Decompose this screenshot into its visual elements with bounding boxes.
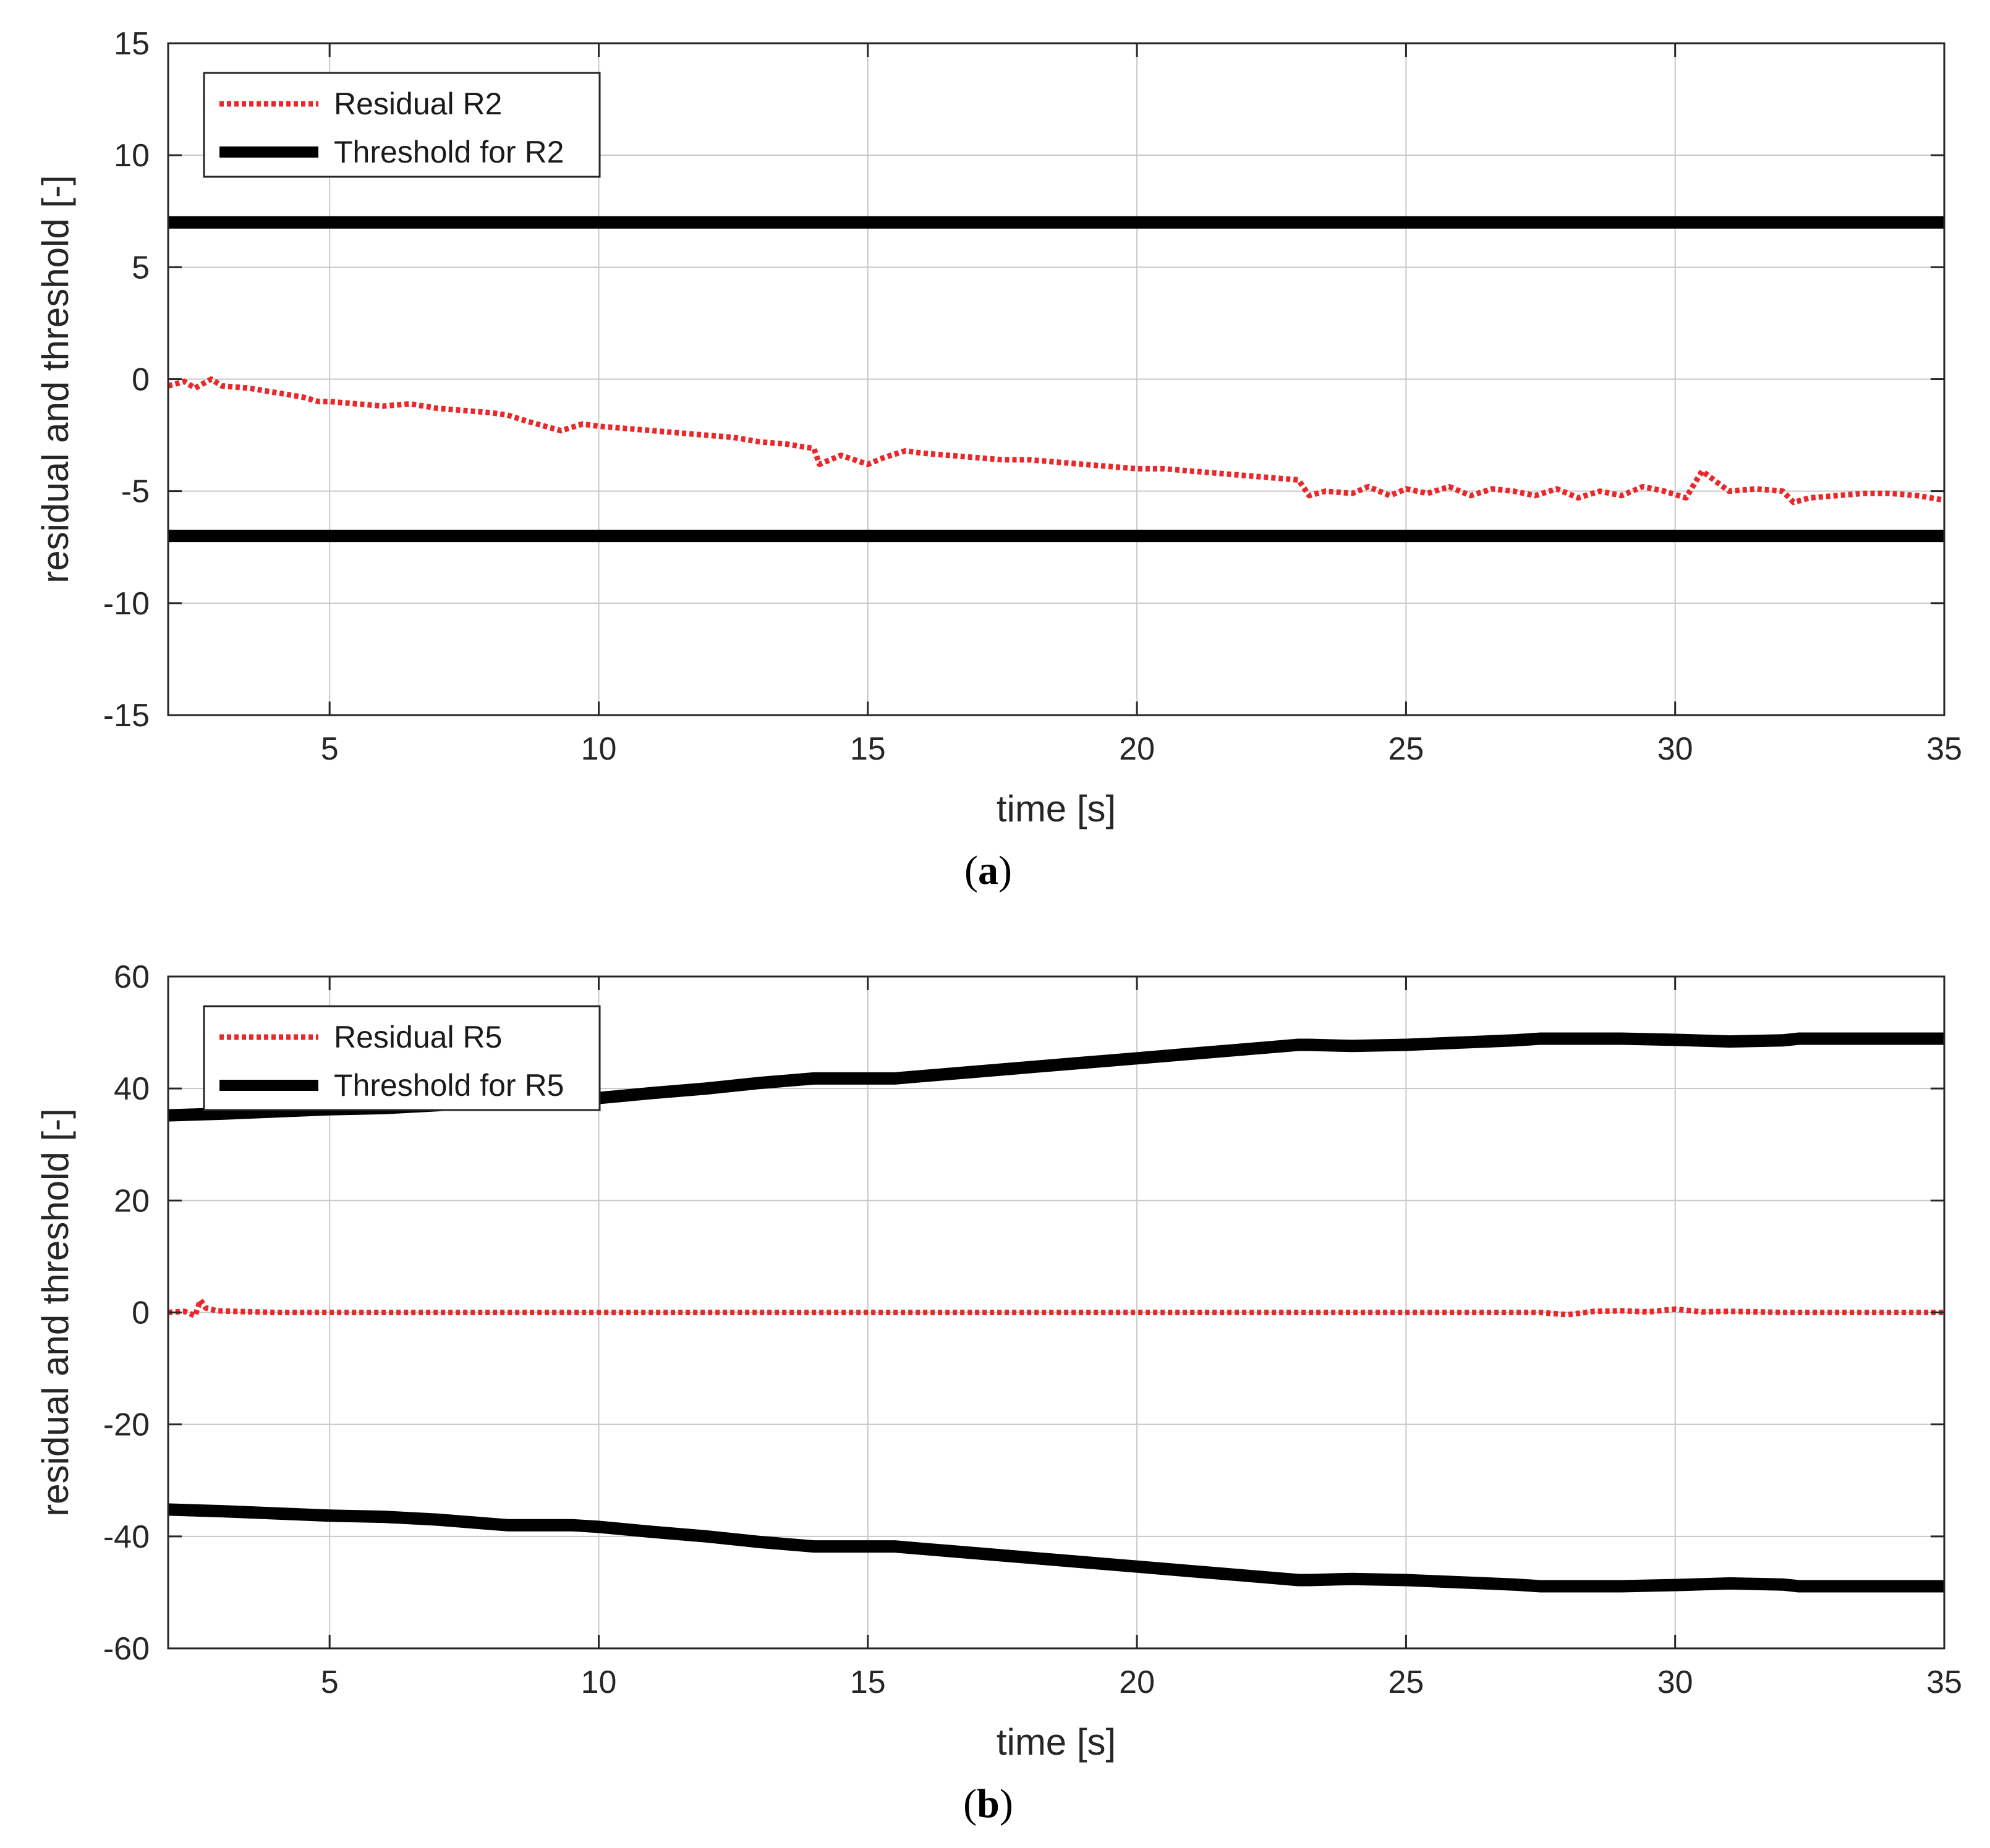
y-tick-label: 10 bbox=[114, 138, 150, 174]
x-tick-label: 15 bbox=[850, 731, 886, 767]
x-tick-label: 20 bbox=[1119, 1664, 1155, 1700]
y-tick-label: 40 bbox=[114, 1071, 150, 1107]
x-tick-label: 25 bbox=[1388, 731, 1424, 767]
y-tick-label: 60 bbox=[114, 959, 150, 995]
x-tick-label: 35 bbox=[1926, 731, 1962, 767]
x-tick-label: 10 bbox=[581, 731, 617, 767]
panel-caption: (b) bbox=[963, 1781, 1013, 1826]
legend-box bbox=[203, 1005, 601, 1111]
x-tick-label: 35 bbox=[1926, 1664, 1962, 1700]
panel-caption-letter: a bbox=[978, 848, 998, 893]
legend-label: Residual R2 bbox=[334, 87, 502, 121]
y-tick-label: -15 bbox=[103, 698, 150, 734]
legend-label: Residual R5 bbox=[334, 1020, 502, 1054]
x-tick-label: 25 bbox=[1388, 1664, 1424, 1700]
x-tick-label: 15 bbox=[850, 1664, 886, 1700]
y-axis-label: residual and threshold [-] bbox=[35, 1108, 76, 1516]
x-tick-label: 30 bbox=[1657, 731, 1693, 767]
series-line-residual bbox=[167, 376, 1945, 506]
panel-caption: (a) bbox=[964, 848, 1012, 893]
y-tick-label: -40 bbox=[103, 1519, 150, 1555]
y-tick-label: -10 bbox=[103, 586, 150, 622]
y-axis-label: residual and threshold [-] bbox=[35, 175, 76, 583]
x-tick-label: 20 bbox=[1119, 731, 1155, 767]
legend-label: Threshold for R5 bbox=[334, 1068, 564, 1103]
legend: Residual R2 Threshold for R2 bbox=[203, 72, 601, 178]
x-tick-label: 10 bbox=[581, 1664, 617, 1700]
series-line-threshold bbox=[168, 1503, 1944, 1593]
legend-label: Threshold for R2 bbox=[334, 135, 564, 169]
x-axis-label: time [s] bbox=[997, 788, 1116, 829]
x-tick-label: 5 bbox=[321, 1664, 339, 1700]
x-axis-label: time [s] bbox=[997, 1721, 1116, 1763]
y-tick-label: 20 bbox=[114, 1183, 150, 1219]
y-tick-label: 5 bbox=[132, 250, 150, 286]
y-tick-label: 0 bbox=[132, 1295, 150, 1331]
panel-b: 5 10 15 20 25 30 35 -60 -40 -20 0 20 40 60 time [s] res… bbox=[35, 959, 1962, 1826]
panel-a: 5 10 15 20 25 30 35 -15 -10 -5 0 5 10 15 time [s] resid… bbox=[35, 26, 1962, 893]
x-tick-label: 30 bbox=[1657, 1664, 1693, 1700]
y-tick-label: -60 bbox=[103, 1631, 150, 1667]
x-tick-label: 5 bbox=[321, 731, 339, 767]
y-tick-label: 15 bbox=[114, 26, 150, 62]
legend-box bbox=[203, 72, 601, 178]
panel-caption-letter: b bbox=[977, 1781, 1000, 1826]
y-tick-label: -20 bbox=[103, 1407, 150, 1443]
legend: Residual R5 Threshold for R5 bbox=[203, 1005, 601, 1111]
y-tick-label: -5 bbox=[121, 474, 150, 510]
y-tick-label: 0 bbox=[132, 362, 150, 398]
